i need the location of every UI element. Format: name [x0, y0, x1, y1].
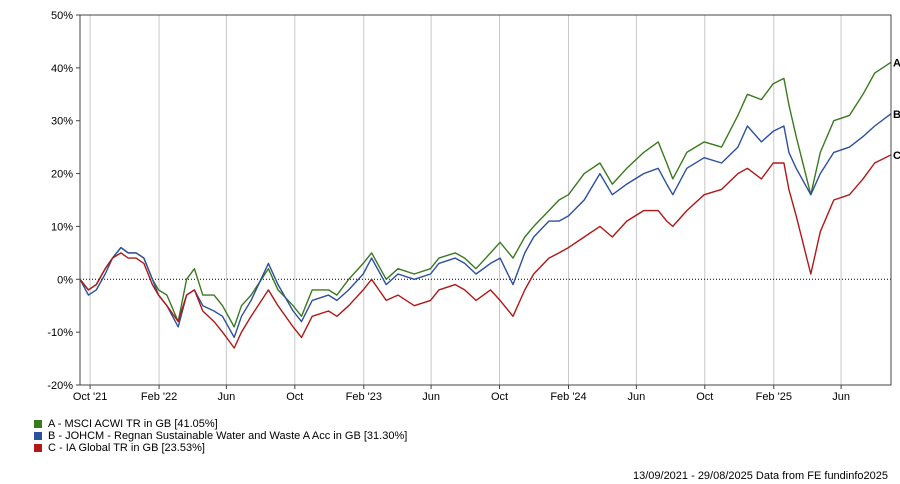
y-axis: -20% -10% 0% 10% 20% 30% 40% 50%: [47, 10, 80, 392]
end-label-c: C: [893, 150, 900, 162]
y-tick-label: -10%: [47, 327, 73, 339]
legend-item-a: A - MSCI ACWI TR in GB [41.05%]: [34, 418, 407, 430]
legend-swatch-a: [34, 420, 42, 428]
legend-label-c: C - IA Global TR in GB [23.53%]: [48, 442, 205, 454]
end-label-a: A: [893, 57, 900, 69]
series-lines: [79, 61, 892, 349]
y-tick-label: 30%: [51, 116, 73, 128]
plot-frame: [79, 14, 892, 386]
x-tick-label: Jun: [627, 391, 645, 403]
end-label-b: B: [893, 109, 900, 121]
y-tick-label: 10%: [51, 221, 73, 233]
legend-swatch-b: [34, 432, 42, 440]
x-axis: Oct '21 Feb '22 Jun Oct Feb '23 Jun Oct Feb '24…: [73, 385, 850, 403]
y-tick-label: 20%: [51, 169, 73, 181]
legend-item-b: B - JOHCM - Regnan Sustainable Water and…: [34, 430, 407, 442]
y-tick-label: 0%: [57, 274, 73, 286]
x-tick-label: Jun: [218, 391, 236, 403]
series-end-labels: A B C: [893, 57, 900, 162]
legend-label-a: A - MSCI ACWI TR in GB [41.05%]: [48, 418, 218, 430]
x-tick-label: Feb '23: [346, 391, 382, 403]
series-line-a: [79, 61, 892, 328]
gridlines: [80, 15, 891, 385]
x-tick-label: Feb '25: [756, 391, 792, 403]
legend-swatch-c: [34, 444, 42, 452]
x-tick-label: Jun: [832, 391, 850, 403]
series-line-c: [79, 154, 892, 349]
x-tick-label: Jun: [422, 391, 440, 403]
x-tick-label: Oct: [491, 391, 508, 403]
source-footer: 13/09/2021 - 29/08/2025 Data from FE fun…: [632, 470, 888, 482]
line-chart: -20% -10% 0% 10% 20% 30% 40% 50% Oct '21 Feb '22…: [47, 10, 900, 403]
y-tick-label: 40%: [51, 63, 73, 75]
x-tick-label: Feb '24: [550, 391, 586, 403]
x-tick-label: Oct: [696, 391, 713, 403]
series-line-b: [79, 113, 892, 339]
y-tick-label: 50%: [51, 10, 73, 22]
legend-item-c: C - IA Global TR in GB [23.53%]: [34, 442, 407, 454]
legend-label-b: B - JOHCM - Regnan Sustainable Water and…: [48, 430, 408, 442]
legend: A - MSCI ACWI TR in GB [41.05%] B - JOHC…: [34, 418, 407, 454]
y-tick-label: -20%: [47, 380, 73, 392]
x-tick-label: Oct '21: [73, 391, 108, 403]
x-tick-label: Oct: [286, 391, 303, 403]
x-tick-label: Feb '22: [141, 391, 177, 403]
